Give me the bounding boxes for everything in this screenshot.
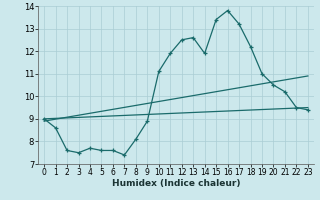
X-axis label: Humidex (Indice chaleur): Humidex (Indice chaleur) xyxy=(112,179,240,188)
